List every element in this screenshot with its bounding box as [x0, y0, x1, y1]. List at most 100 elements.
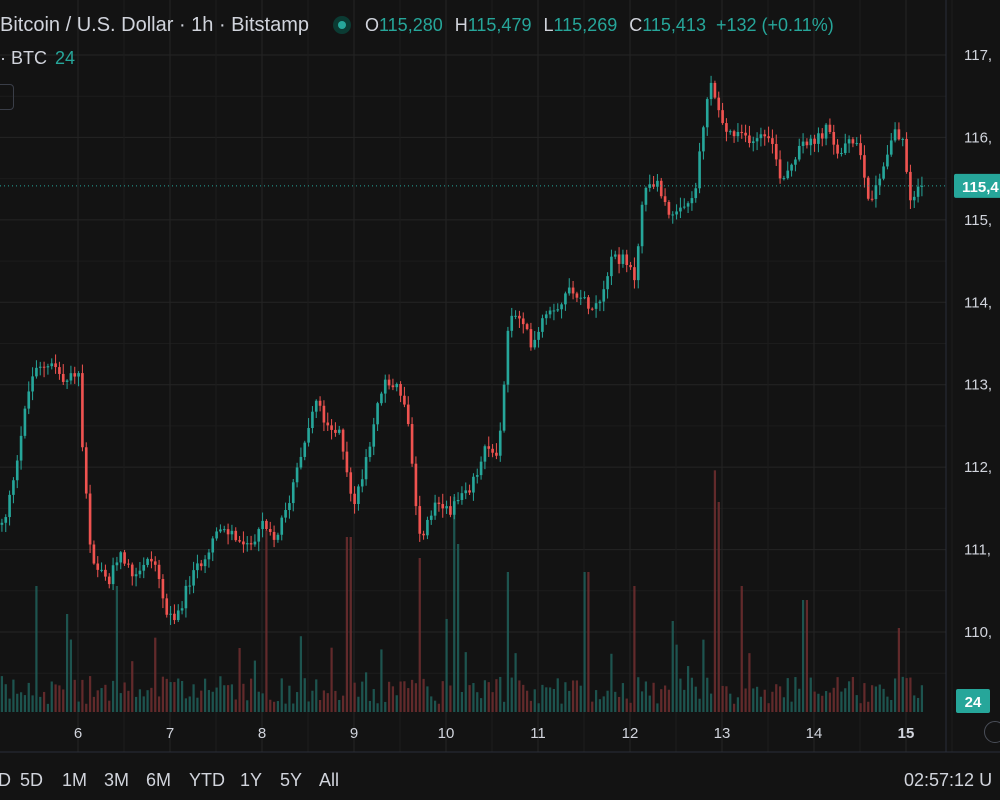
- time-tick-label-0: 6: [74, 725, 82, 742]
- volume-bar-99: [380, 649, 383, 712]
- range-button-6m[interactable]: 6M: [146, 770, 172, 790]
- volume-bar-10: [39, 696, 42, 712]
- candle-body-168: [644, 187, 648, 205]
- candle-body-31: [119, 552, 123, 563]
- candle-body-113: [433, 502, 437, 516]
- candle-body-52: [199, 563, 203, 567]
- candle-body-107: [410, 424, 414, 464]
- candle-body-177: [679, 207, 682, 212]
- volume-tag: [956, 689, 990, 713]
- volume-bar-240: [920, 685, 924, 712]
- volume-bar-191: [732, 703, 736, 712]
- volume-bar-203: [778, 686, 782, 712]
- volume-bar-184: [706, 677, 709, 712]
- volume-bar-40: [154, 637, 157, 712]
- volume-bar-17: [65, 614, 69, 712]
- candle-body-94: [360, 479, 364, 487]
- candle-body-97: [372, 424, 376, 447]
- volume-bar-81: [311, 690, 314, 712]
- range-button-ytd[interactable]: YTD: [189, 770, 225, 790]
- volume-bar-227: [870, 685, 874, 712]
- candle-body-217: [832, 131, 836, 145]
- scale-settings-icon[interactable]: [984, 721, 1000, 743]
- candle-body-163: [625, 254, 629, 266]
- volume-bar-120: [460, 692, 464, 712]
- range-button-1m[interactable]: 1M: [62, 770, 88, 790]
- volume-bar-180: [690, 677, 694, 712]
- candle-body-188: [721, 110, 724, 124]
- price-tick-label-0: 117,: [964, 47, 992, 64]
- candle-body-162: [621, 254, 625, 264]
- range-button-5d[interactable]: 5D: [20, 770, 44, 790]
- volume-bar-105: [403, 681, 406, 712]
- volume-bar-166: [637, 677, 640, 712]
- volume-bar-114: [437, 703, 441, 712]
- candle-body-54: [207, 552, 211, 560]
- volume-bar-69: [265, 530, 268, 712]
- volume-bar-153: [587, 572, 590, 712]
- candle-body-197: [755, 138, 759, 142]
- candle-body-39: [150, 558, 153, 562]
- candle-body-120: [460, 493, 464, 500]
- candle-body-135: [518, 315, 521, 319]
- candle-body-148: [567, 287, 571, 294]
- range-button-1y[interactable]: 1Y: [240, 770, 263, 790]
- volume-bar-224: [859, 703, 862, 712]
- candle-body-191: [732, 131, 736, 137]
- volume-legend: · BTC 24: [0, 48, 75, 69]
- volume-bar-33: [127, 690, 130, 712]
- volume-bar-44: [169, 682, 172, 712]
- volume-bar-125: [479, 698, 483, 712]
- volume-bar-192: [736, 697, 740, 712]
- volume-bar-29: [111, 680, 115, 712]
- volume-legend-label[interactable]: · BTC: [0, 48, 47, 68]
- volume-bar-66: [253, 660, 257, 712]
- volume-bar-1: [4, 684, 7, 712]
- volume-bar-230: [882, 688, 885, 712]
- range-button-3m[interactable]: 3M: [104, 770, 130, 790]
- volume-bar-24: [92, 696, 96, 712]
- candle-body-108: [414, 463, 418, 507]
- legend-toggle-button[interactable]: [0, 84, 14, 110]
- volume-bar-11: [42, 691, 46, 712]
- utc-clock[interactable]: 02:57:12 U: [904, 770, 993, 790]
- range-button-all[interactable]: All: [319, 770, 340, 790]
- candle-body-62: [238, 540, 241, 542]
- candle-body-69: [265, 520, 268, 530]
- candle-body-179: [686, 203, 690, 207]
- candle-body-55: [211, 538, 215, 553]
- candle-body-237: [909, 171, 912, 201]
- candle-body-2: [8, 494, 11, 518]
- candle-body-130: [498, 430, 502, 456]
- volume-bar-134: [514, 653, 517, 712]
- volume-bar-232: [890, 699, 893, 712]
- candle-body-144: [552, 310, 556, 312]
- candle-body-16: [61, 373, 65, 382]
- volume-bar-141: [541, 684, 544, 712]
- volume-bar-138: [529, 700, 533, 712]
- volume-bar-175: [671, 621, 674, 712]
- range-button-5y[interactable]: 5Y: [280, 770, 303, 790]
- candle-body-59: [226, 529, 230, 535]
- volume-bar-211: [809, 677, 812, 712]
- candle-body-202: [774, 143, 778, 160]
- volume-bar-187: [717, 502, 720, 712]
- candle-body-142: [544, 314, 548, 319]
- candle-body-71: [272, 531, 276, 540]
- volume-bar-199: [763, 689, 766, 712]
- volume-bar-67: [257, 691, 260, 712]
- candle-body-129: [495, 452, 498, 456]
- candle-body-61: [234, 530, 238, 541]
- volume-bar-30: [115, 586, 119, 712]
- candle-body-136: [521, 318, 525, 325]
- range-button-1d[interactable]: D: [0, 770, 11, 790]
- candle-body-112: [429, 515, 433, 520]
- volume-bar-47: [180, 680, 184, 712]
- symbol-title[interactable]: Bitcoin / U.S. Dollar · 1h · Bitstamp: [0, 13, 309, 36]
- candle-body-231: [886, 154, 889, 167]
- candle-body-128: [491, 448, 494, 453]
- volume-bar-2: [8, 698, 11, 712]
- candle-body-25: [96, 563, 100, 570]
